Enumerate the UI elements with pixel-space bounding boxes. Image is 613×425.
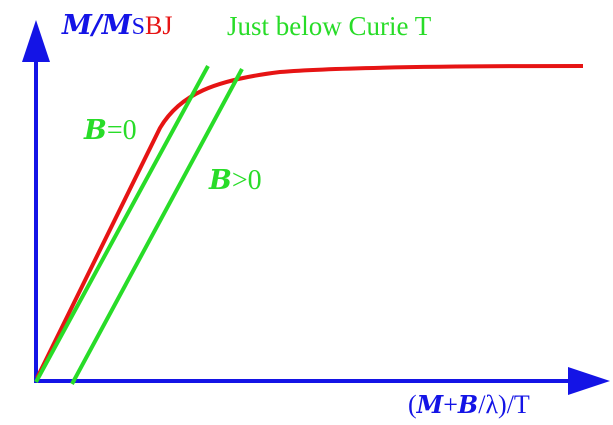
y-label-m1: M [62,10,92,41]
diagram-title: Just below Curie T [227,11,432,41]
label-b-zero-text: =0 [106,115,137,146]
y-label-s: s [131,14,146,40]
label-b-zero-symbol: B [84,115,107,146]
label-b-positive-symbol: B [209,165,232,196]
x-label-rest: /λ)/T [478,390,530,419]
x-label-open: ( [408,390,417,419]
y-label-m2: M [101,10,132,41]
label-b-positive-text: >0 [231,165,262,196]
y-axis-arrowhead [22,20,50,62]
line-b-positive [70,68,244,385]
x-axis [34,367,610,395]
x-label-plus: + [443,390,458,419]
label-b-positive: B>0 [209,163,262,203]
y-label-slash: / [91,10,102,41]
magnetization-curve [35,64,584,379]
y-axis [22,20,50,381]
line-b-zero [34,65,210,383]
x-label-m: M [416,390,444,419]
y-label-bj: BJ [145,11,173,40]
x-axis-arrowhead [568,367,610,395]
x-label-b: B [457,390,479,419]
x-axis-label: (M+B/λ)/T [408,388,530,425]
label-b-zero: B=0 [84,113,137,153]
y-axis-label: M/MsBJ [62,6,172,46]
